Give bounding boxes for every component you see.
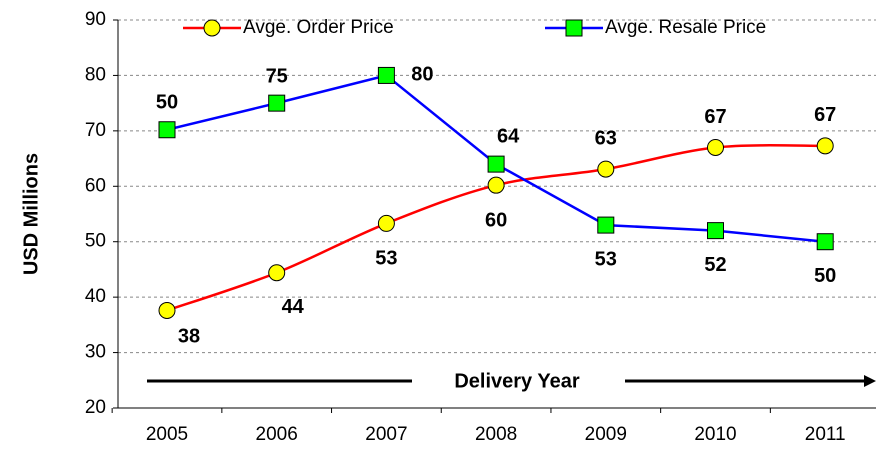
- data-label: 60: [485, 209, 507, 231]
- y-tick-label: 30: [85, 342, 106, 363]
- marker: [707, 138, 724, 156]
- data-label: 64: [497, 125, 520, 147]
- y-tick-label: 90: [85, 9, 106, 30]
- y-tick-label: 40: [85, 286, 106, 307]
- x-tick-label: 2007: [365, 424, 407, 445]
- y-tick-label: 50: [85, 231, 106, 252]
- marker: [816, 137, 834, 155]
- x-tick-label: 2011: [805, 424, 846, 445]
- arrow-head: [864, 375, 876, 387]
- marker: [377, 214, 395, 232]
- x-tick-label: 2010: [694, 424, 736, 445]
- data-label: 80: [411, 64, 433, 86]
- data-label: 53: [595, 248, 617, 270]
- marker: [377, 66, 395, 84]
- data-label: 52: [704, 254, 726, 276]
- y-tick-label: 70: [85, 120, 106, 141]
- y-axis-label: USD Millions: [20, 153, 42, 275]
- annotation: 50: [156, 91, 178, 113]
- data-label: 67: [704, 106, 726, 128]
- legend-marker: [203, 19, 221, 37]
- legend-marker: [565, 19, 583, 37]
- marker: [597, 216, 615, 234]
- marker: [268, 264, 286, 282]
- data-label: 44: [282, 296, 305, 318]
- marker: [597, 160, 615, 178]
- legend-label: Avge. Resale Price: [605, 17, 766, 38]
- marker: [268, 94, 286, 112]
- data-label: 63: [595, 127, 617, 149]
- marker: [707, 222, 724, 240]
- y-tick-label: 60: [85, 175, 106, 196]
- marker: [158, 121, 176, 139]
- x-tick-label: 2005: [146, 424, 188, 445]
- marker: [158, 301, 176, 319]
- marker: [487, 176, 505, 194]
- marker: [487, 155, 505, 173]
- x-tick-label: 2009: [585, 424, 627, 445]
- data-label: 53: [375, 248, 397, 270]
- x-tick-label: 2006: [256, 424, 298, 445]
- x-tick-label: 2008: [475, 424, 517, 445]
- data-label: 50: [814, 265, 836, 287]
- marker: [816, 233, 834, 251]
- data-label: 38: [178, 326, 200, 348]
- y-tick-label: 80: [85, 64, 106, 85]
- data-label: 67: [814, 104, 836, 126]
- data-label: 75: [266, 65, 288, 87]
- y-tick-label: 20: [85, 397, 106, 418]
- legend-label: Avge. Order Price: [243, 17, 394, 38]
- x-axis-label: Delivery Year: [454, 370, 580, 392]
